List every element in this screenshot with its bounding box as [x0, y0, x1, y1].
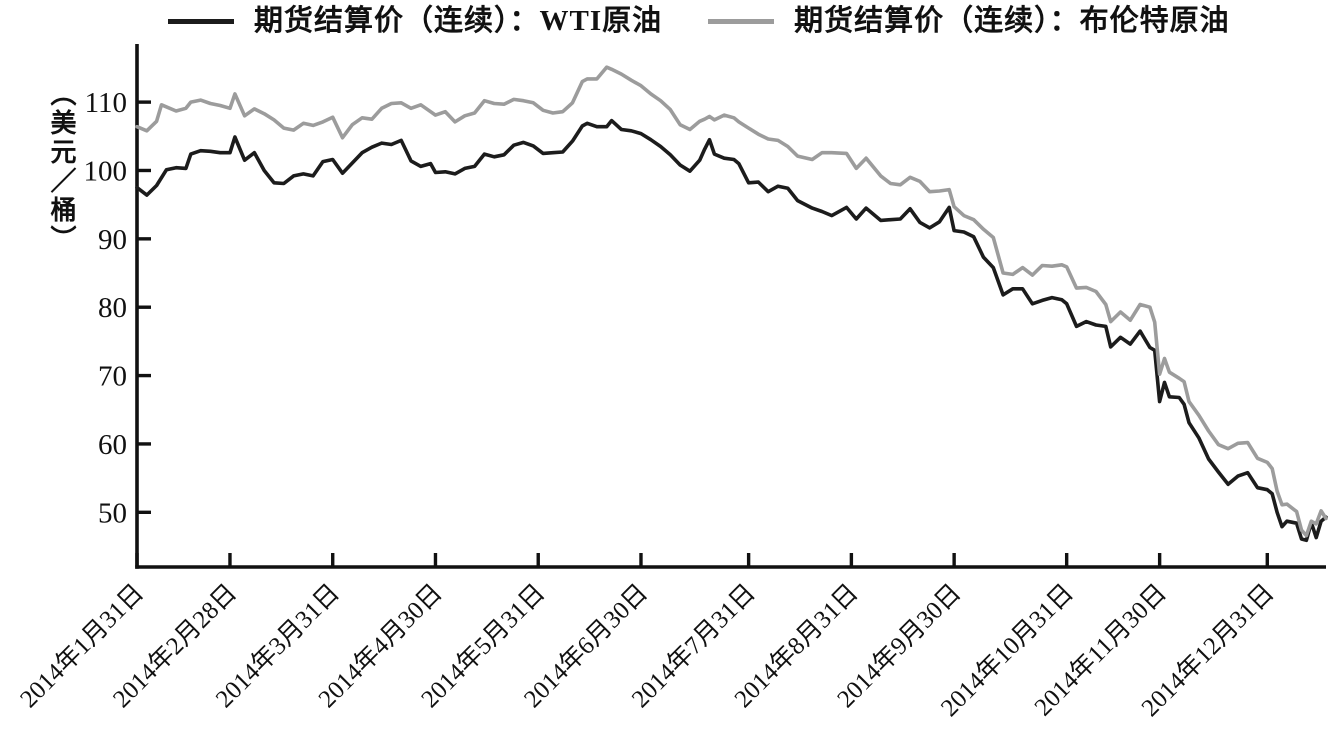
y-tick-label: 60: [98, 429, 127, 461]
brent-line-swatch: [708, 19, 775, 25]
legend-item-wti: 期货结算价（连续）：WTI原油: [168, 5, 663, 38]
y-tick-label: 90: [98, 224, 127, 256]
wti-line: [135, 118, 1328, 543]
y-tick-label: 50: [98, 497, 127, 529]
wti-legend-label: 期货结算价（连续）：WTI原油: [254, 5, 663, 37]
legend-item-brent: 期货结算价（连续）：布伦特原油: [708, 5, 1230, 38]
y-tick-label: 70: [98, 361, 127, 393]
y-axis-unit-label: （美元／桶）: [47, 80, 76, 254]
y-tick-label: 100: [84, 155, 128, 187]
y-tick-label: 80: [98, 292, 127, 324]
y-tick-label: 110: [85, 87, 127, 119]
legend: 期货结算价（连续）：WTI原油 期货结算价（连续）：布伦特原油: [168, 5, 1230, 38]
brent-legend-label: 期货结算价（连续）：布伦特原油: [794, 5, 1230, 37]
wti-line-swatch: [168, 19, 234, 25]
brent-line: [135, 65, 1328, 538]
